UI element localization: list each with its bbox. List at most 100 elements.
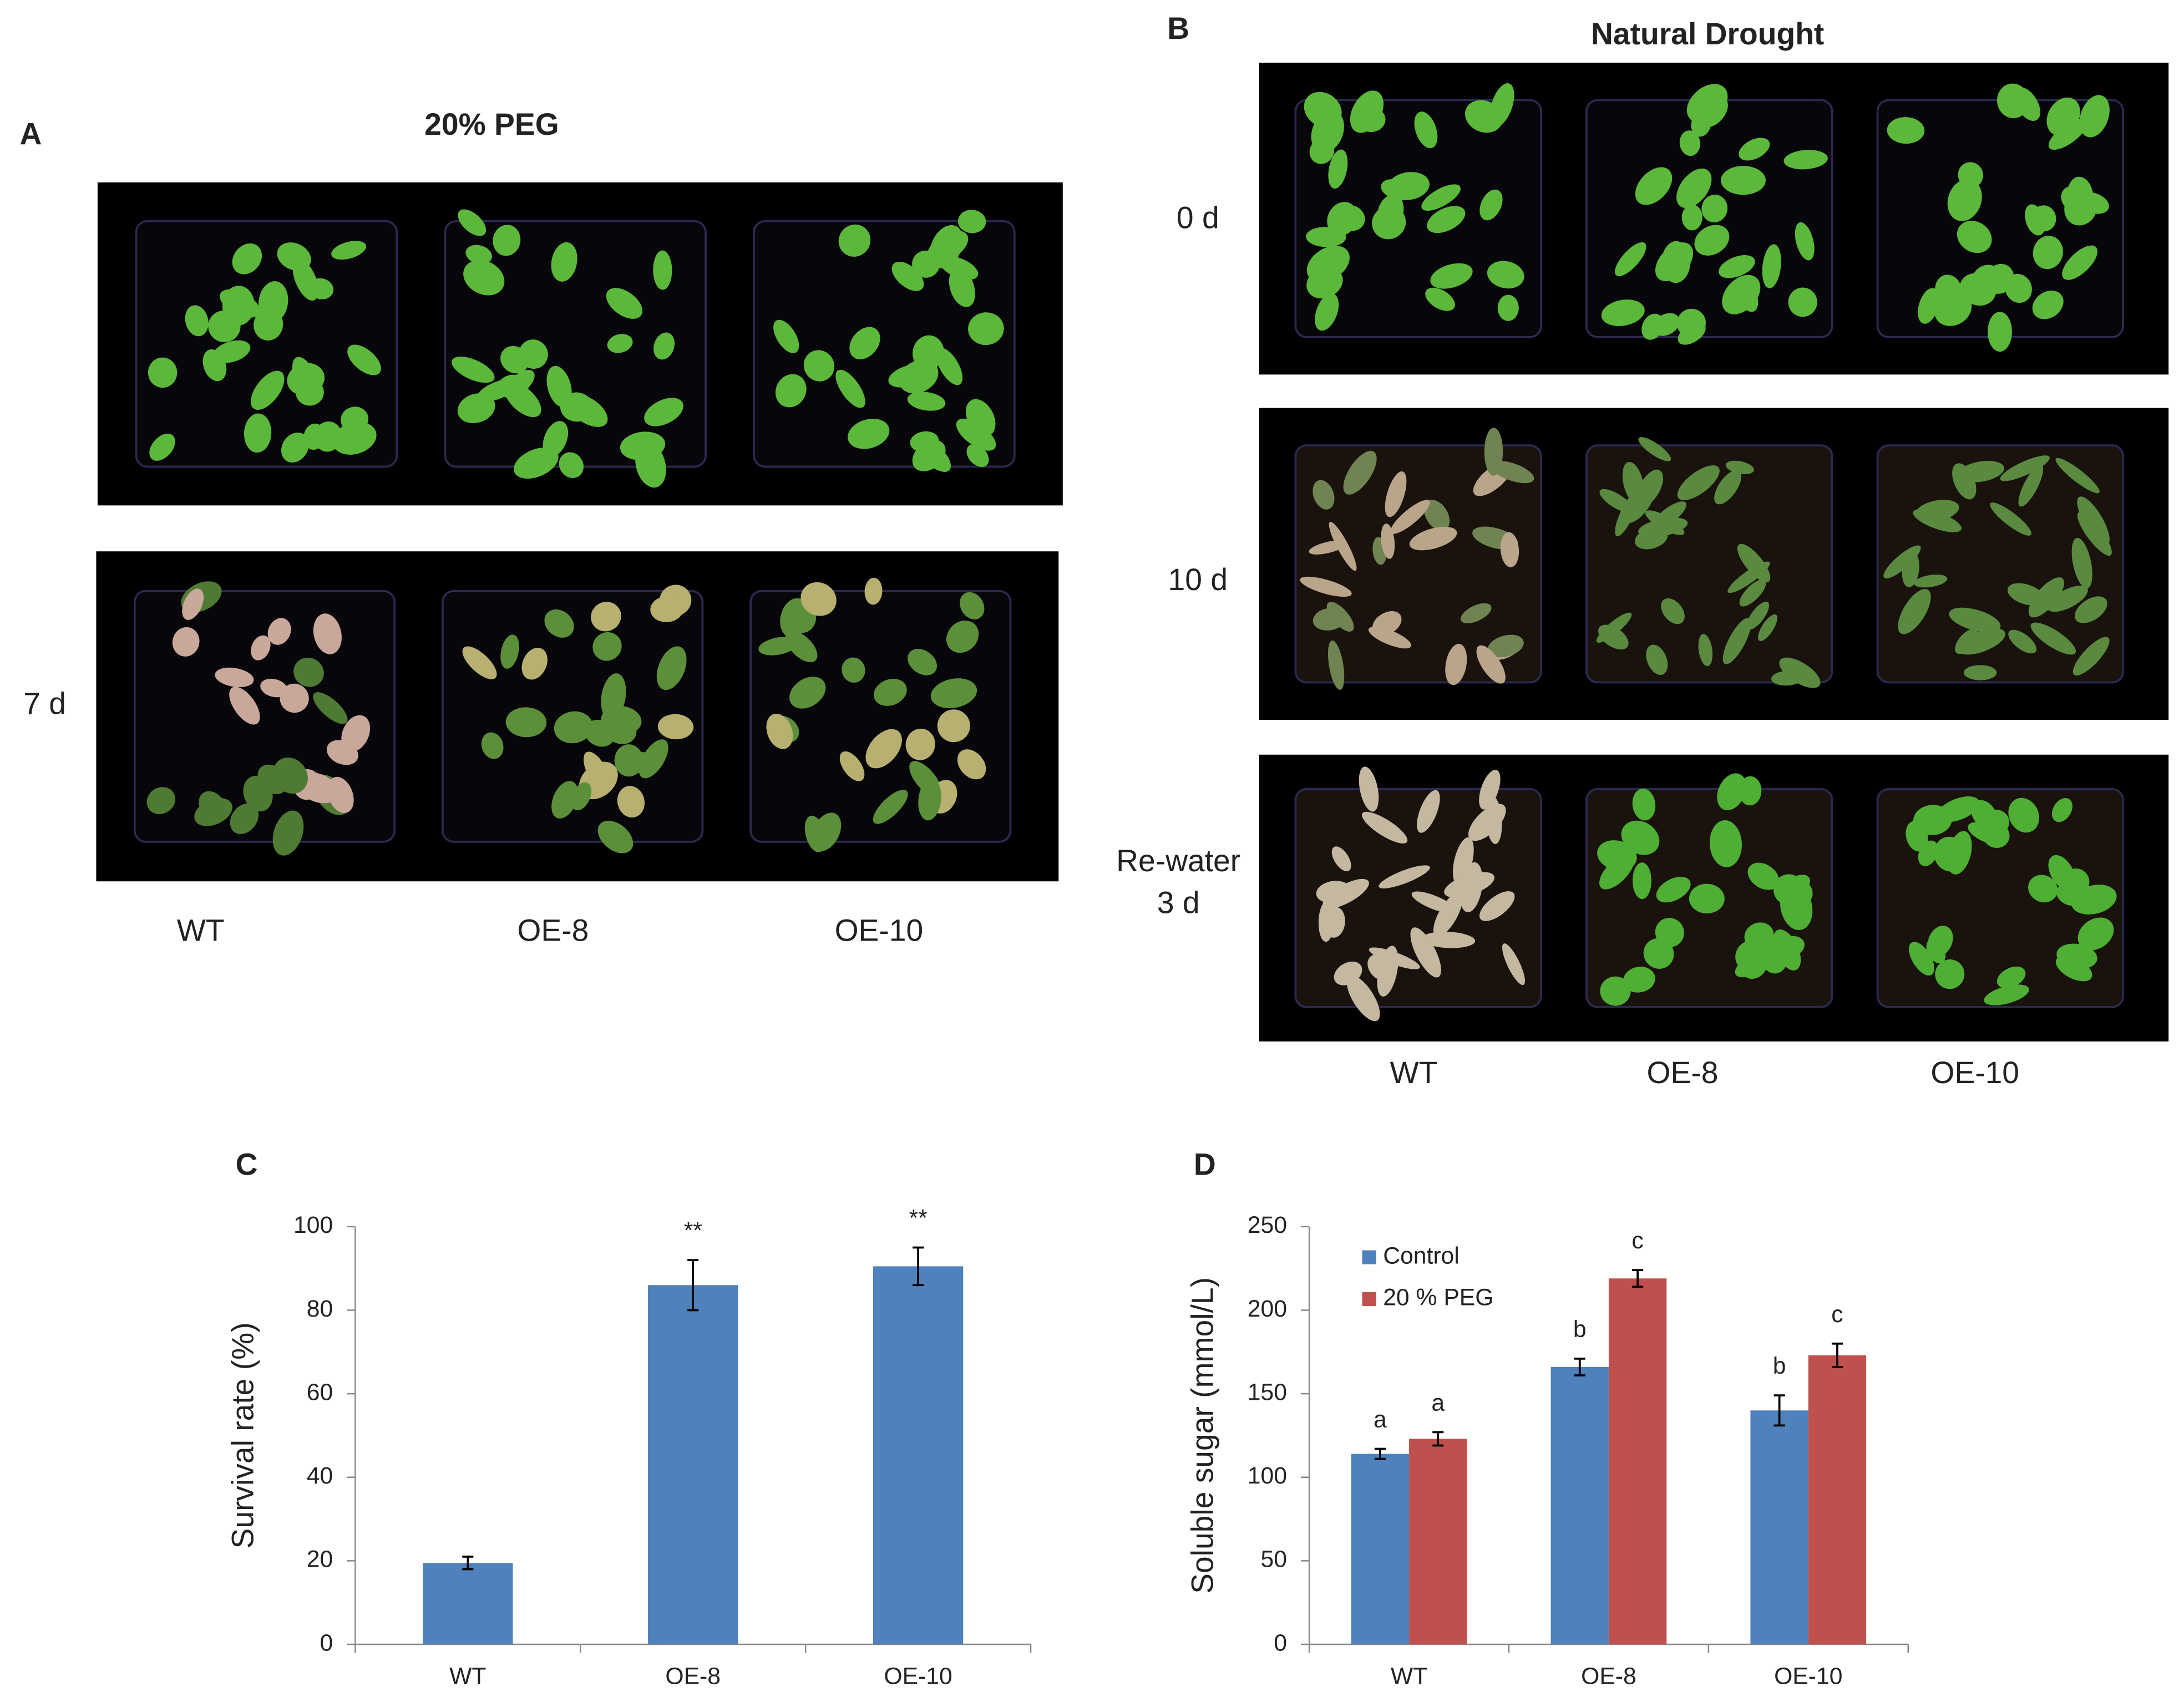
row-label: 3 d [1157,885,1200,919]
significance-label: b [1573,1316,1587,1343]
panel-title: 20% PEG [424,107,559,141]
x-tick-label: OE-10 [1774,1663,1842,1690]
leaf [2079,95,2110,138]
y-tick-label: 100 [1248,1462,1287,1489]
leaf [1739,138,1770,161]
y-tick-label: 20 [307,1546,333,1573]
leaf [498,374,529,399]
leaf [1698,633,1713,667]
leaf [2055,956,2092,982]
leaf [758,637,798,656]
leaf [1887,117,1925,144]
leaf [1653,313,1680,336]
leaf [1635,167,1673,205]
leaf [2008,797,2040,833]
leaf [617,786,645,818]
bar [1750,1410,1808,1645]
leaf [1735,940,1766,972]
leaf [1691,110,1711,137]
leaf [244,413,272,453]
leaf [584,751,611,792]
leaf [927,231,969,263]
bar [873,1266,964,1645]
leaf [559,452,584,479]
leaf [230,803,259,834]
leaf [1638,517,1688,537]
leaf [1719,255,1755,278]
column-label: OE-8 [1647,1055,1719,1090]
leaf [957,749,986,780]
legend-swatch [1362,1250,1376,1264]
leaf [1676,168,1712,209]
leaf [800,582,837,616]
panel-letter: D [1194,1147,1216,1181]
leaf [1425,287,1455,311]
leaf [606,288,643,319]
leaf [1909,942,1934,976]
leaf [551,242,577,282]
leaf [2077,512,2112,556]
leaf [864,577,883,605]
leaf [313,692,348,724]
leaf [1327,640,1345,690]
column-label: WT [1390,1055,1438,1090]
leaf [1783,150,1828,170]
leaf [1423,500,1450,531]
y-tick-label: 0 [1274,1629,1287,1656]
leaf [1476,645,1506,684]
leaf [956,418,996,451]
leaf [251,635,271,661]
leaf [789,677,826,709]
x-tick-label: OE-8 [665,1663,721,1690]
leaf [1633,862,1652,900]
leaf [194,797,232,826]
leaf [842,657,865,683]
leaf [1358,108,1386,133]
leaf [1971,800,1997,829]
leaf [639,739,668,779]
row-label: 7 d [23,686,66,720]
leaf [888,364,930,388]
y-tick-label: 0 [320,1629,333,1656]
leaf [1725,460,1754,475]
significance-label: ** [909,1205,927,1232]
leaf [2028,875,2058,903]
leaf [544,609,574,638]
leaf [1996,966,2026,989]
leaf [1598,624,1629,650]
leaf [1334,961,1362,985]
leaf [1913,574,1948,588]
leaf [1773,929,1801,971]
x-tick-label: WT [1391,1663,1427,1690]
leaf [1487,634,1524,658]
bar [648,1285,738,1645]
leaf [2000,455,2050,481]
leaf [2028,577,2065,618]
leaf [930,678,977,709]
leaf [937,709,970,743]
y-axis-title: Survival rate (%) [226,1322,260,1548]
error-bar [1574,1357,1585,1376]
error-bar [1632,1269,1644,1288]
leaf [1599,854,1635,890]
leaf [1788,287,1817,317]
leaf [1444,872,1494,898]
leaf [222,286,255,326]
error-bar [1432,1431,1444,1447]
leaf [458,209,487,236]
leaf [1460,603,1492,623]
leaf [1621,820,1660,855]
leaf [1381,524,1395,559]
leaf [2047,585,2088,612]
leaf [1701,195,1728,223]
leaf [1955,629,1978,654]
error-bar [1374,1447,1386,1460]
pot [1294,99,1542,338]
leaf [281,432,309,463]
leaf [1318,901,1335,942]
leaf [457,393,495,424]
legend-label: Control [1383,1242,1460,1269]
leaf [1479,769,1501,810]
leaf [1427,206,1466,233]
leaf [905,728,935,760]
